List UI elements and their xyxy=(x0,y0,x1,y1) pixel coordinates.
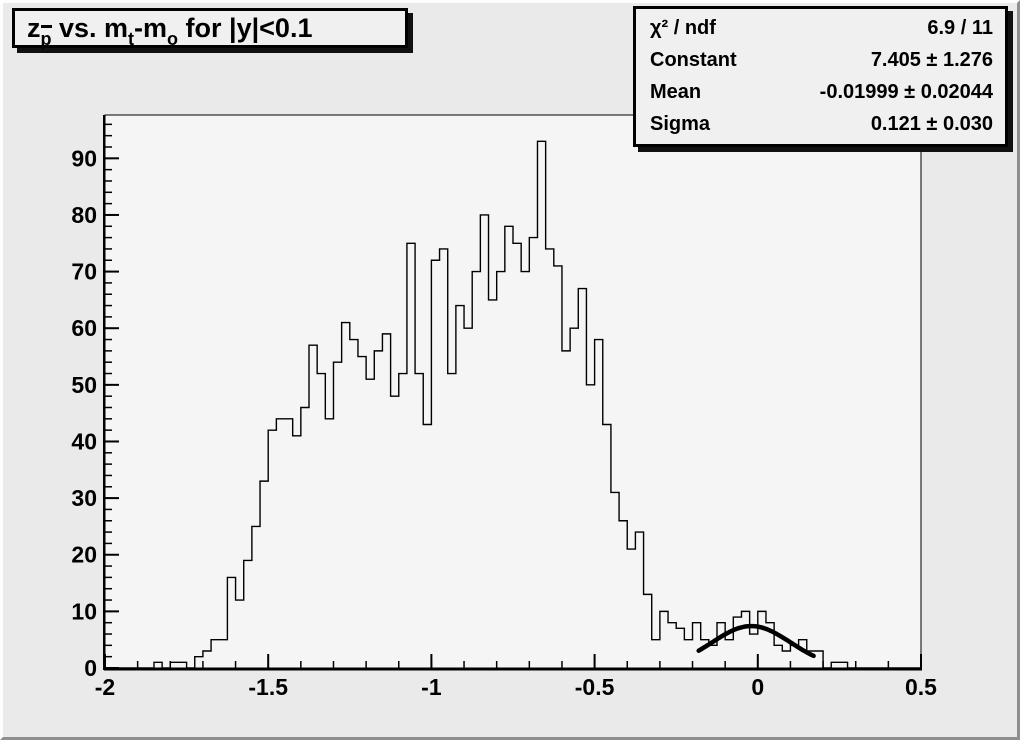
svg-text:-1: -1 xyxy=(421,674,442,700)
svg-text:0.5: 0.5 xyxy=(905,674,937,700)
axis-tick-labels: -2 -1.5 -1 -0.5 0 0.5 0 10 20 30 40 50 60 70 80 90 xyxy=(71,145,937,700)
gaussian-fit-curve xyxy=(696,623,816,659)
svg-text:0: 0 xyxy=(84,655,97,681)
plot-title-box[interactable]: zp vs. mt-mo for |y|<0.1 xyxy=(12,8,408,49)
svg-text:-1.5: -1.5 xyxy=(248,674,288,700)
svg-text:50: 50 xyxy=(71,372,97,398)
plot-frame xyxy=(103,114,922,671)
stat-row-sigma: Sigma 0.121 ± 0.030 xyxy=(636,113,1005,136)
svg-text:0: 0 xyxy=(751,674,764,700)
histogram-steps xyxy=(105,140,921,669)
svg-text:30: 30 xyxy=(71,485,97,511)
stat-label: Constant xyxy=(650,49,737,72)
plot-title: zp vs. mt-mo for |y|<0.1 xyxy=(27,12,313,49)
svg-text:-2: -2 xyxy=(95,674,115,700)
histogram-plot: -2 -1.5 -1 -0.5 0 0.5 0 10 20 30 40 50 60 70 80 90 xyxy=(71,114,937,700)
stat-row-constant: Constant 7.405 ± 1.276 xyxy=(636,49,1005,72)
stat-label: χ² / ndf xyxy=(650,17,716,40)
svg-text:80: 80 xyxy=(71,202,97,228)
svg-text:40: 40 xyxy=(71,428,97,454)
stat-value: 6.9 / 11 xyxy=(927,17,993,40)
svg-text:20: 20 xyxy=(71,542,97,568)
stat-row-chi2: χ² / ndf 6.9 / 11 xyxy=(636,17,1005,40)
stat-label: Sigma xyxy=(650,112,711,135)
stat-label: Mean xyxy=(650,80,702,103)
fit-stats-box[interactable]: χ² / ndf 6.9 / 11 Constant 7.405 ± 1.276… xyxy=(633,6,1008,147)
stat-value: 0.121 ± 0.030 xyxy=(870,112,993,135)
svg-text:60: 60 xyxy=(71,315,97,341)
svg-text:90: 90 xyxy=(71,145,97,171)
stat-value: -0.01999 ± 0.02044 xyxy=(819,80,993,103)
svg-text:-0.5: -0.5 xyxy=(575,674,615,700)
stat-row-mean: Mean -0.01999 ± 0.02044 xyxy=(636,81,1005,104)
svg-text:70: 70 xyxy=(71,259,97,285)
stat-value: 7.405 ± 1.276 xyxy=(870,49,993,72)
svg-text:10: 10 xyxy=(71,598,97,624)
